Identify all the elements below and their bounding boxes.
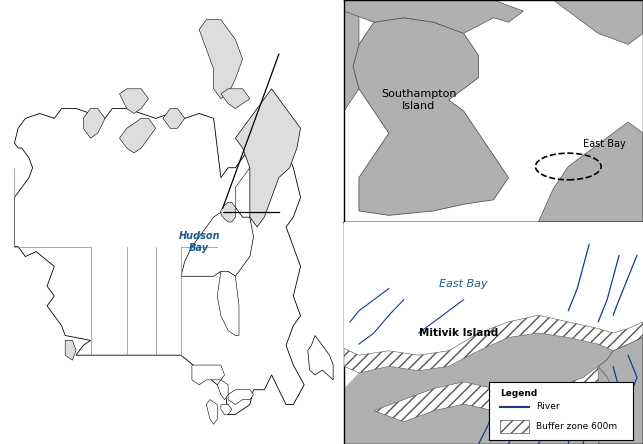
Bar	[500, 420, 529, 432]
Polygon shape	[199, 20, 242, 99]
Polygon shape	[235, 168, 264, 217]
Polygon shape	[365, 284, 398, 306]
Polygon shape	[520, 240, 553, 260]
Polygon shape	[553, 0, 643, 44]
Polygon shape	[163, 108, 185, 128]
Polygon shape	[308, 336, 333, 380]
Polygon shape	[120, 89, 149, 114]
Polygon shape	[344, 315, 643, 373]
Polygon shape	[350, 238, 380, 255]
Text: Southampton
Island: Southampton Island	[381, 89, 457, 111]
Polygon shape	[556, 246, 589, 266]
Polygon shape	[344, 222, 643, 355]
Polygon shape	[598, 337, 643, 444]
Text: Buffer zone 600m: Buffer zone 600m	[536, 422, 617, 431]
Polygon shape	[386, 235, 416, 253]
Polygon shape	[192, 365, 224, 385]
Text: Legend: Legend	[500, 389, 538, 398]
Polygon shape	[401, 284, 433, 304]
Polygon shape	[511, 262, 547, 282]
Text: East Bay: East Bay	[439, 279, 488, 289]
Polygon shape	[181, 207, 253, 276]
Polygon shape	[221, 404, 231, 414]
Polygon shape	[206, 400, 217, 424]
Polygon shape	[344, 222, 643, 388]
Polygon shape	[217, 271, 239, 336]
Polygon shape	[235, 89, 300, 227]
Polygon shape	[460, 240, 494, 260]
Text: Mitivik Island: Mitivik Island	[419, 328, 498, 338]
Text: Hudson
Bay: Hudson Bay	[178, 231, 220, 253]
Polygon shape	[538, 122, 643, 222]
Polygon shape	[84, 108, 105, 138]
Polygon shape	[353, 18, 509, 215]
Text: East Bay: East Bay	[583, 139, 626, 149]
Text: River: River	[536, 402, 560, 411]
Polygon shape	[217, 380, 228, 400]
Polygon shape	[487, 284, 523, 306]
Polygon shape	[359, 262, 389, 284]
Polygon shape	[221, 89, 250, 108]
Polygon shape	[344, 0, 523, 33]
Polygon shape	[398, 253, 428, 273]
Polygon shape	[120, 119, 156, 153]
Polygon shape	[15, 108, 304, 414]
Polygon shape	[425, 238, 455, 255]
Polygon shape	[65, 341, 76, 360]
Polygon shape	[428, 262, 464, 282]
Polygon shape	[553, 258, 583, 278]
Polygon shape	[473, 258, 509, 278]
Polygon shape	[221, 202, 235, 222]
Polygon shape	[446, 284, 478, 304]
Polygon shape	[374, 366, 598, 422]
Polygon shape	[344, 0, 359, 111]
Polygon shape	[228, 390, 253, 404]
